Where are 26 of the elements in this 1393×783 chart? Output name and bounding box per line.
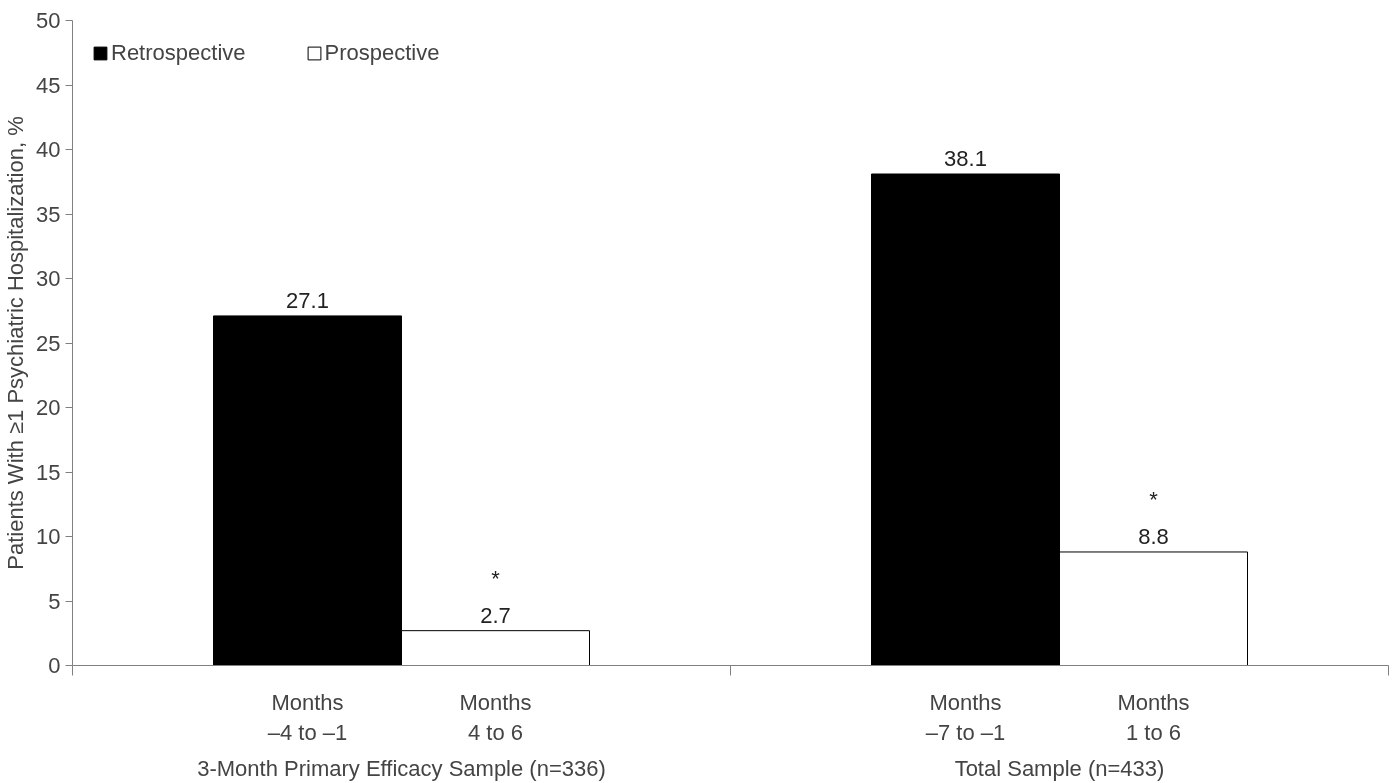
y-tick-label: 15 [36,459,61,485]
annotation: * [491,565,501,591]
y-tick-label: 25 [36,330,61,356]
x-tick-label: Months 4 to 6 [459,689,532,745]
text: Total Sample (n=433) [954,755,1165,781]
y-axis-title: Patients With ≥1 Psychiatric Hospitalization, % [3,116,29,570]
data-label: 8.8 [1138,523,1169,549]
y-tick-label: 0 [48,653,61,678]
x-tick-label: Months –7 to –1 [925,689,1006,745]
x-tick-label: Months –4 to –1 [267,689,348,745]
y-tick-label: 20 [36,395,61,420]
legend-label: Prospective [324,40,440,66]
y-tick-label: 5 [48,588,61,614]
data-label: 27.1 [286,287,329,313]
legend-label: Retrospective [111,40,246,66]
y-tick-label: 10 [36,524,61,549]
data-label: 2.7 [480,602,511,628]
data-label: 38.1 [944,146,987,172]
y-tick-label: 30 [36,266,61,291]
text: 3-Month Primary Efficacy Sample (n=336) [197,755,606,781]
x-tick-label: Months 1 to 6 [1117,689,1190,745]
y-tick-label: 45 [36,72,61,98]
y-tick-label: 50 [36,8,61,33]
annotation: * [1149,486,1159,512]
y-tick-label: 35 [36,201,61,227]
y-tick-label: 40 [36,137,61,162]
